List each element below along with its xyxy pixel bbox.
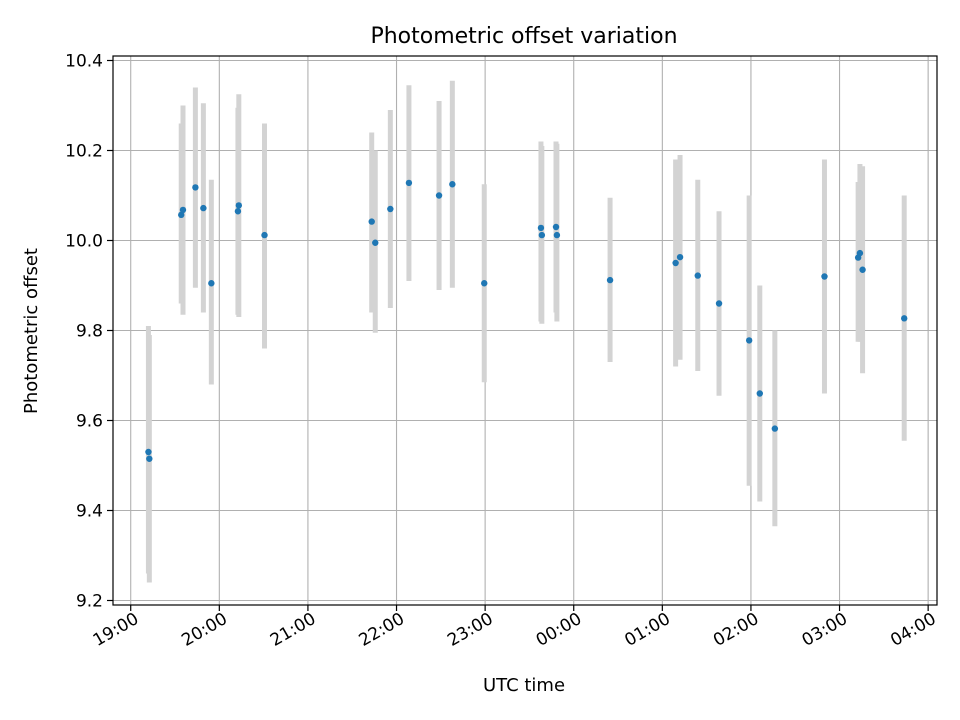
chart-title: Photometric offset variation (370, 24, 677, 49)
y-axis: 9.2 9.4 9.6 9.8 10.0 10.2 10.4 (65, 52, 113, 612)
y-tick-label: 9.2 (76, 592, 103, 612)
data-point (901, 315, 908, 322)
data-point (756, 390, 763, 397)
data-point (200, 204, 207, 212)
x-axis-label: UTC time (483, 675, 565, 696)
y-tick-label: 9.8 (76, 322, 103, 342)
data-point (178, 211, 185, 219)
data-point (538, 231, 546, 239)
data-point (676, 253, 684, 261)
y-axis-label: Photometric offset (21, 248, 42, 414)
data-point (372, 239, 379, 246)
data-point (234, 208, 242, 215)
data-point (715, 300, 723, 307)
data-point (694, 272, 701, 279)
data-point (552, 223, 560, 231)
data-point (387, 205, 394, 213)
data-point (405, 179, 413, 187)
y-tick-label: 9.4 (76, 502, 103, 522)
y-tick-label: 10.2 (65, 142, 103, 162)
plot-area (112, 55, 938, 606)
data-point (672, 259, 679, 267)
data-point (745, 337, 753, 344)
data-point (179, 206, 187, 214)
y-tick-label: 9.6 (76, 412, 103, 432)
data-point (192, 184, 199, 191)
data-point (859, 266, 866, 273)
data-point (821, 273, 828, 280)
data-point (537, 224, 545, 232)
data-point (481, 280, 488, 287)
data-point (856, 249, 864, 257)
data-point (771, 425, 779, 432)
data-point (146, 455, 153, 462)
data-point (449, 181, 456, 188)
point-layer (145, 179, 908, 462)
data-point (368, 218, 375, 225)
data-point (606, 276, 614, 284)
y-tick-label: 10.0 (65, 232, 103, 252)
data-point (208, 280, 215, 287)
data-point (435, 192, 443, 199)
data-point (553, 231, 561, 239)
data-point (235, 202, 243, 209)
y-tick-label: 10.4 (65, 52, 103, 72)
data-point (145, 448, 152, 456)
data-point (261, 231, 268, 239)
